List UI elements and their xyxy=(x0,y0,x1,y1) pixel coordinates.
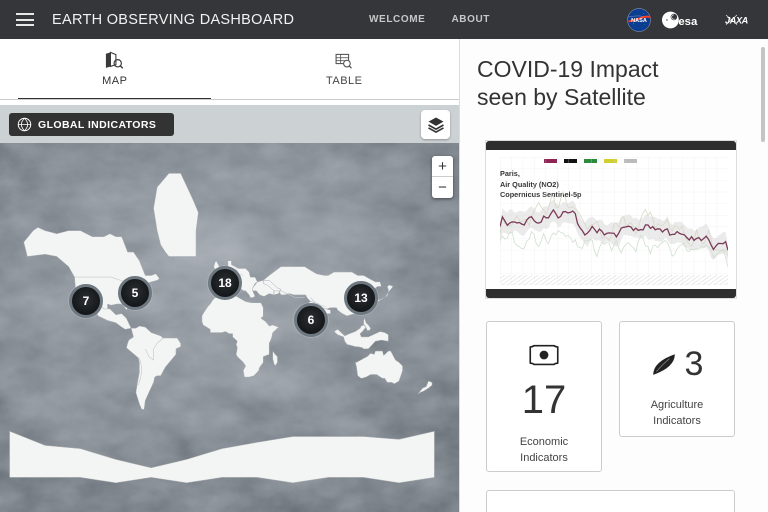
svg-text:NASA: NASA xyxy=(631,17,647,23)
svg-text:esa: esa xyxy=(678,15,698,27)
